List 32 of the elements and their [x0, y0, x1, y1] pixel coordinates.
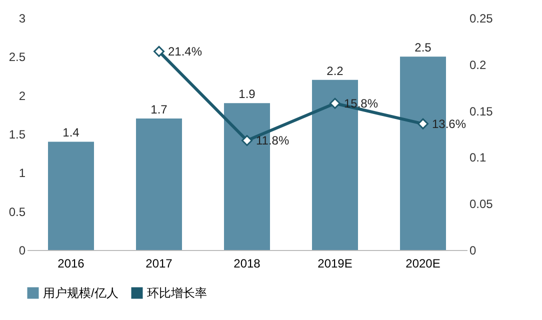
data-label: 2.2	[326, 64, 344, 78]
y-tick-label: 1.5	[8, 128, 26, 142]
bar	[136, 118, 182, 250]
data-label: 21.4%	[168, 44, 202, 58]
y-tick-label: 0	[18, 244, 26, 258]
y-tick-label: 0.5	[8, 204, 26, 219]
legend-label: 用户规模/亿人	[43, 286, 118, 300]
y2-tick-label: 0.05	[470, 197, 494, 212]
data-label: 1.7	[150, 102, 168, 117]
y2-tick-label: 0	[470, 244, 476, 258]
data-label: 1.4	[62, 126, 80, 140]
x-tick-label: 2016	[58, 256, 85, 270]
data-label: 2.5	[414, 40, 432, 55]
point	[418, 118, 428, 130]
y-tick-label: 1	[18, 166, 26, 180]
bar	[48, 142, 94, 250]
x-tick-label: 2018	[234, 256, 261, 270]
y2-tick-label: 0.15	[470, 104, 494, 118]
y2-tick-label: 0.25	[470, 12, 494, 26]
y-tick-label: 2.5	[8, 50, 26, 64]
y2-tick-label: 0.1	[470, 150, 487, 165]
legend-label: 环比增长率	[147, 286, 207, 300]
y-tick-label: 3	[18, 12, 26, 26]
point	[242, 135, 252, 146]
x-tick-label: 2019E	[318, 256, 352, 270]
y2-tick-label: 0.2	[470, 58, 487, 72]
data-label: 1.9	[238, 87, 256, 102]
x-tick-label: 2020E	[406, 256, 440, 270]
x-tick-label: 2017	[146, 256, 173, 270]
y-tick-label: 2	[18, 88, 26, 103]
point	[330, 98, 340, 109]
point	[154, 46, 164, 57]
